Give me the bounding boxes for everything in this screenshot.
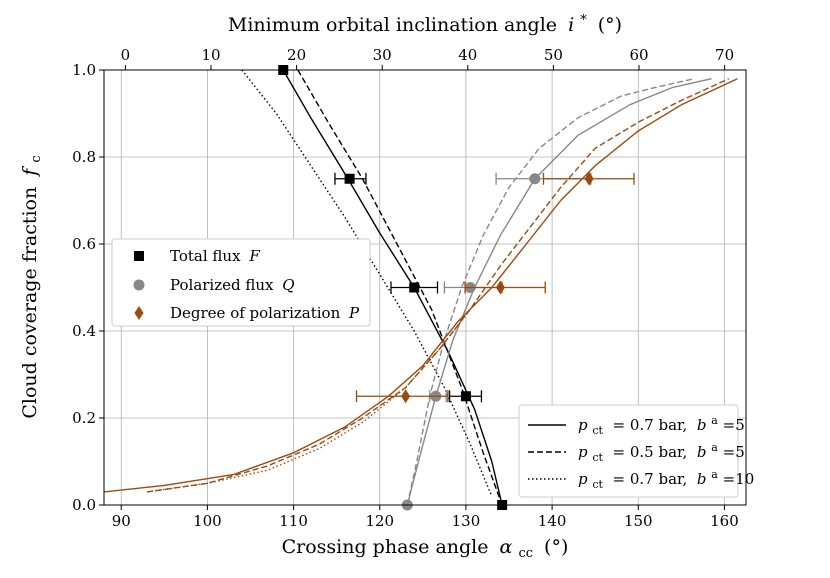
legend-item-degree-of-polarization-symbol: P xyxy=(348,304,360,322)
legend-item-degree-of-polarization: Degree of polarization P xyxy=(170,304,360,322)
legend-line-item-1: p ct = 0.7 bar, b a =5 xyxy=(578,410,745,438)
y-axis-title-sub: c xyxy=(29,155,44,162)
x-axis-title-main: Crossing phase angle xyxy=(282,536,489,558)
x-tick-label: 160 xyxy=(710,512,739,530)
series-line-degree_of_polarization-dotted xyxy=(147,308,471,493)
y-tick-label: 0.6 xyxy=(72,235,96,253)
y-tick-label: 0.4 xyxy=(72,322,96,340)
legend-line-2-b-value: =5 xyxy=(723,443,745,461)
top-x-tick-label: 10 xyxy=(201,46,220,64)
x-tick-label: 150 xyxy=(624,512,653,530)
legend-lines-box xyxy=(518,404,739,498)
x-tick-label: 130 xyxy=(452,512,481,530)
legend-item-polarized-flux-label: Polarized flux xyxy=(170,276,274,294)
y-axis-title: Cloud coverage fraction f c xyxy=(19,155,44,418)
legend-line-1-b: b xyxy=(697,416,707,434)
top-x-axis-title-symbol: i xyxy=(568,14,574,36)
y-tick-label: 1.0 xyxy=(72,61,96,79)
marker-circle-polarized-flux xyxy=(529,173,541,185)
legend-line-1-p-sub: ct xyxy=(592,424,603,437)
legend-lines: p ct = 0.7 bar, b a =5 p ct = 0.5 bar, b… xyxy=(518,404,754,498)
y-axis-title-symbol: f xyxy=(19,166,41,178)
plot-frame xyxy=(103,69,747,506)
x-tick-label: 110 xyxy=(279,512,308,530)
top-x-axis-title-sup: * xyxy=(580,13,587,28)
legend-item-total-flux-label: Total flux xyxy=(170,247,241,265)
marker-square-total-flux xyxy=(344,173,355,184)
x-axis-title-unit: (°) xyxy=(544,536,568,558)
series-line-total_flux-dashed xyxy=(297,69,503,506)
legend-square-marker xyxy=(134,251,144,261)
legend-line-1-p-value: = 0.7 bar, xyxy=(608,416,692,434)
legend-line-3-p: p xyxy=(578,470,588,488)
top-x-axis-title-main: Minimum orbital inclination angle xyxy=(228,14,557,36)
top-x-tick-label: 0 xyxy=(121,46,131,64)
marker-diamond-degree-of-polarization xyxy=(584,171,594,186)
legend-line-item-2: p ct = 0.5 bar, b a =5 xyxy=(578,437,745,465)
x-axis-title-symbol: α xyxy=(500,536,513,558)
legend-markers: Total flux F Polarized flux Q Degree of … xyxy=(111,238,371,327)
top-x-tick-label: 30 xyxy=(373,46,392,64)
legend-line-1-b-sup: a xyxy=(711,414,718,427)
top-x-axis-title: Minimum orbital inclination angle i * (°… xyxy=(228,7,622,36)
series-line-degree_of_polarization-dashed xyxy=(147,78,730,493)
legend-line-3-p-value: = 0.7 bar, xyxy=(608,470,692,488)
legend-markers-box xyxy=(111,238,371,327)
series-line-polarized_flux-solid xyxy=(406,78,712,506)
legend-item-degree-of-polarization-label: Degree of polarization xyxy=(170,304,341,322)
legend-line-2-p-sub: ct xyxy=(592,451,603,464)
top-x-axis-title-unit: (°) xyxy=(598,14,622,36)
x-tick-label: 100 xyxy=(193,512,222,530)
legend-line-2-p-value: = 0.5 bar, xyxy=(608,443,692,461)
top-x-tick-label: 40 xyxy=(458,46,477,64)
legend-line-2-p: p xyxy=(578,443,588,461)
legend-line-2-b: b xyxy=(697,443,707,461)
x-axis-title-sub: cc xyxy=(518,546,533,561)
legend-diamond-marker xyxy=(134,306,144,320)
legend-item-total-flux: Total flux F xyxy=(170,247,260,265)
series-layer xyxy=(103,69,738,506)
points-layer xyxy=(278,65,635,511)
legend-item-polarized-flux-symbol: Q xyxy=(282,276,294,294)
y-axis-title-main: Cloud coverage fraction xyxy=(19,187,41,419)
legend-circle-marker xyxy=(133,279,145,291)
legend-line-1-b-value: =5 xyxy=(723,416,745,434)
y-tick-label: 0.0 xyxy=(72,496,96,514)
series-line-total_flux-dotted xyxy=(241,69,493,497)
legend-item-total-flux-symbol: F xyxy=(248,247,260,265)
legend-line-3-b-sup: a xyxy=(711,468,718,481)
marker-square-total-flux xyxy=(409,282,420,293)
legend-line-3-b-value: =10 xyxy=(723,470,755,488)
series-line-degree_of_polarization-solid xyxy=(103,78,738,493)
legend-line-3-b: b xyxy=(697,470,707,488)
y-tick-label: 0.8 xyxy=(72,148,96,166)
legend-line-2-b-sup: a xyxy=(711,441,718,454)
top-x-tick-label: 60 xyxy=(629,46,648,64)
top-x-tick-label: 50 xyxy=(544,46,563,64)
marker-square-total-flux xyxy=(460,391,471,402)
top-x-tick-label: 20 xyxy=(287,46,306,64)
x-axis-title: Crossing phase angle α cc (°) xyxy=(282,536,569,562)
legend-item-polarized-flux: Polarized flux Q xyxy=(170,276,295,294)
series-line-polarized_flux-dashed xyxy=(406,78,695,506)
legend-line-item-3: p ct = 0.7 bar, b a =10 xyxy=(578,464,754,492)
ticks: 90 100 110 120 130 140 150 1600.00.20.40.60.81.… xyxy=(72,46,739,530)
x-tick-label: 120 xyxy=(365,512,394,530)
marker-diamond-degree-of-polarization xyxy=(495,280,505,295)
legend-line-3-p-sub: ct xyxy=(592,478,603,491)
x-tick-label: 140 xyxy=(538,512,567,530)
top-x-tick-label: 70 xyxy=(715,46,734,64)
x-tick-label: 90 xyxy=(112,512,131,530)
marker-diamond-degree-of-polarization xyxy=(401,389,411,404)
legend-line-1-p: p xyxy=(578,416,588,434)
y-tick-label: 0.2 xyxy=(72,409,96,427)
